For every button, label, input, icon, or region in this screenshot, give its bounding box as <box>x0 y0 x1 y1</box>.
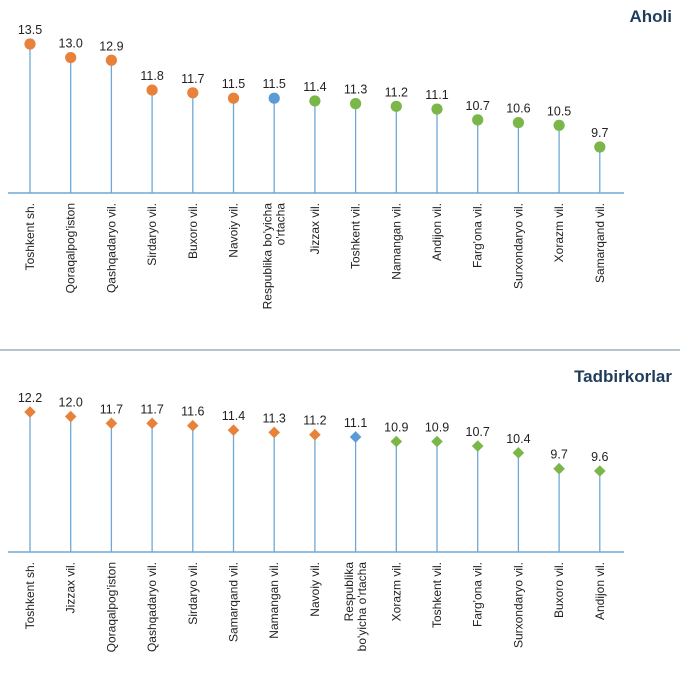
tadbirkorlar-category-label: Xorazm vil. <box>389 562 403 621</box>
aholi-category-label: Xorazm vil. <box>552 203 566 262</box>
aholi-marker <box>431 103 443 115</box>
tadbirkorlar-marker <box>594 465 606 477</box>
aholi-marker <box>594 141 606 153</box>
tadbirkorlar-marker <box>553 462 565 475</box>
tadbirkorlar-category-label: Navoiy vil. <box>308 562 322 617</box>
tadbirkorlar-marker <box>187 419 199 432</box>
aholi-category-label: Surxondaryo vil. <box>511 203 525 289</box>
tadbirkorlar-category-label: Surxondaryo vil. <box>511 562 525 648</box>
aholi-category-label: Buxoro vil. <box>186 203 200 259</box>
aholi-value-label: 11.7 <box>181 72 204 86</box>
aholi-category-label: Andijon vil. <box>430 203 444 261</box>
tadbirkorlar-value-label: 10.4 <box>506 432 530 446</box>
aholi-marker <box>24 38 36 50</box>
aholi-marker <box>146 84 158 96</box>
tadbirkorlar-marker <box>64 410 77 423</box>
tadbirkorlar-category-label: Respublikabo'yicha o'rtacha <box>342 562 369 652</box>
tadbirkorlar-value-label: 12.2 <box>18 391 42 405</box>
aholi-category-label: Toshkent vil. <box>349 203 363 269</box>
aholi-category-label: Namangan vil. <box>389 203 403 280</box>
aholi-value-label: 11.5 <box>222 77 245 91</box>
tadbirkorlar-marker <box>268 426 280 439</box>
tadbirkorlar-value-label: 10.7 <box>466 425 490 439</box>
tadbirkorlar-category-label: Samarqand vil. <box>227 562 241 642</box>
tadbirkorlar-value-label: 12.0 <box>59 396 83 410</box>
aholi-value-label: 11.2 <box>385 85 408 99</box>
tadbirkorlar-category-label: Namangan vil. <box>267 562 281 639</box>
tadbirkorlar-marker <box>390 435 403 448</box>
aholi-marker <box>268 92 280 104</box>
aholi-category-label: Toshkent sh. <box>23 203 37 270</box>
aholi-value-label: 11.5 <box>262 77 285 91</box>
tadbirkorlar-category-label: Buxoro vil. <box>552 562 566 618</box>
tadbirkorlar-value-label: 10.9 <box>384 421 408 435</box>
aholi-marker <box>472 114 484 126</box>
tadbirkorlar-value-label: 10.9 <box>425 421 449 435</box>
tadbirkorlar-value-label: 11.4 <box>222 409 245 423</box>
tadbirkorlar-marker <box>512 447 525 459</box>
aholi-marker <box>187 87 199 99</box>
tadbirkorlar-value-label: 9.6 <box>591 450 608 464</box>
tadbirkorlar-marker <box>24 406 36 418</box>
aholi-value-label: 12.9 <box>99 39 123 53</box>
aholi-marker <box>65 51 77 64</box>
tadbirkorlar-value-label: 11.1 <box>344 416 367 430</box>
tadbirkorlar-category-label: Toshkent sh. <box>23 562 37 629</box>
aholi-value-label: 13.5 <box>18 23 42 37</box>
aholi-marker <box>105 54 117 66</box>
tadbirkorlar-marker <box>471 440 484 452</box>
tadbirkorlar-value-label: 11.7 <box>140 402 163 416</box>
aholi-marker <box>512 117 525 129</box>
tadbirkorlar-category-label: Farg'ona vil. <box>471 562 485 627</box>
aholi-value-label: 11.3 <box>344 83 367 97</box>
aholi-marker <box>309 95 321 107</box>
aholi-marker <box>350 98 362 110</box>
aholi-category-label: Jizzax vil. <box>308 203 322 254</box>
tadbirkorlar-marker <box>349 431 362 443</box>
tadbirkorlar-marker <box>105 417 118 430</box>
tadbirkorlar-chart-title: Tadbirkorlar <box>574 367 672 386</box>
aholi-category-label: Navoiy vil. <box>227 203 241 258</box>
tadbirkorlar-value-label: 11.6 <box>181 405 204 419</box>
aholi-value-label: 10.6 <box>506 102 530 116</box>
tadbirkorlar-category-label: Toshkent vil. <box>430 562 444 628</box>
aholi-category-label: Sirdaryo vil. <box>145 203 159 266</box>
aholi-value-label: 9.7 <box>591 126 608 140</box>
aholi-marker <box>553 119 565 131</box>
aholi-category-label: Respublika bo'yichao'rtacha <box>261 203 288 310</box>
aholi-chart-title: Aholi <box>630 7 673 26</box>
aholi-marker <box>227 92 240 104</box>
tadbirkorlar-category-label: Jizzax vil. <box>64 562 78 613</box>
aholi-value-label: 10.5 <box>547 104 571 118</box>
tadbirkorlar-value-label: 11.3 <box>262 411 285 425</box>
tadbirkorlar-category-label: Sirdaryo vil. <box>186 562 200 625</box>
tadbirkorlar-value-label: 11.7 <box>100 402 123 416</box>
aholi-value-label: 10.7 <box>466 99 490 113</box>
aholi-category-label: Samarqand vil. <box>593 203 607 283</box>
tadbirkorlar-category-label: Qoraqalpog'iston <box>104 562 118 652</box>
aholi-value-label: 11.1 <box>425 88 448 102</box>
aholi-value-label: 11.4 <box>303 80 326 94</box>
aholi-category-label: Qoraqalpog'iston <box>64 203 78 293</box>
tadbirkorlar-category-label: Qashqadaryo vil. <box>145 562 159 652</box>
aholi-value-label: 11.8 <box>140 69 163 83</box>
aholi-category-label: Farg'ona vil. <box>471 203 485 268</box>
tadbirkorlar-marker <box>146 417 158 430</box>
aholi-category-label: Qashqadaryo vil. <box>104 203 118 293</box>
tadbirkorlar-value-label: 9.7 <box>550 448 567 462</box>
tadbirkorlar-marker <box>227 424 240 436</box>
tadbirkorlar-marker <box>309 428 321 441</box>
tadbirkorlar-category-label: Andijon vil. <box>593 562 607 620</box>
tadbirkorlar-marker <box>431 435 443 448</box>
tadbirkorlar-value-label: 11.2 <box>303 414 326 428</box>
aholi-value-label: 13.0 <box>59 37 83 51</box>
aholi-marker <box>390 100 402 112</box>
